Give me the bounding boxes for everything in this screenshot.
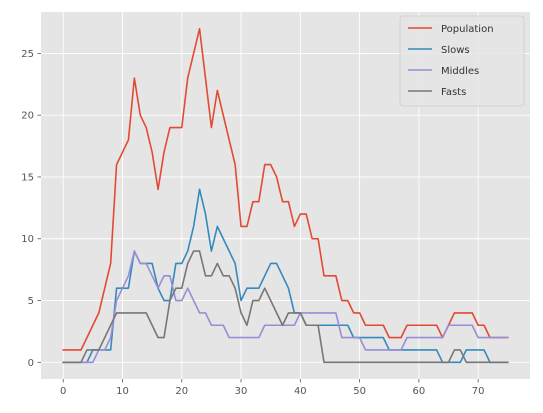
legend-label-population: Population xyxy=(441,24,494,35)
y-tick-label: 5 xyxy=(28,296,34,307)
x-tick-label: 50 xyxy=(353,386,366,397)
legend-label-fasts: Fasts xyxy=(441,87,466,98)
series-lines xyxy=(62,27,509,364)
y-tick-label: 0 xyxy=(28,358,34,369)
y-tick-label: 10 xyxy=(21,234,34,245)
legend-label-slows: Slows xyxy=(441,45,470,56)
x-tick-label: 40 xyxy=(294,386,307,397)
legend-label-middles: Middles xyxy=(441,66,479,77)
y-tick-label: 25 xyxy=(21,49,34,60)
series-line-fasts xyxy=(62,250,509,364)
x-tick-label: 20 xyxy=(175,386,188,397)
x-tick-label: 70 xyxy=(472,386,485,397)
y-tick-label: 20 xyxy=(21,111,34,122)
y-tick-label: 15 xyxy=(21,172,34,183)
series-line-middles xyxy=(62,250,509,364)
x-tick-label: 60 xyxy=(412,386,425,397)
x-tick-label: 10 xyxy=(116,386,129,397)
x-tick-label: 30 xyxy=(235,386,248,397)
series-line-population xyxy=(62,27,509,351)
axis-ticks: 0 10 20 30 40 50 60 70 0 5 10 15 20 25 xyxy=(21,49,484,397)
x-tick-label: 0 xyxy=(60,386,66,397)
legend-box xyxy=(399,15,525,107)
legend: Population Slows Middles Fasts xyxy=(399,15,525,107)
